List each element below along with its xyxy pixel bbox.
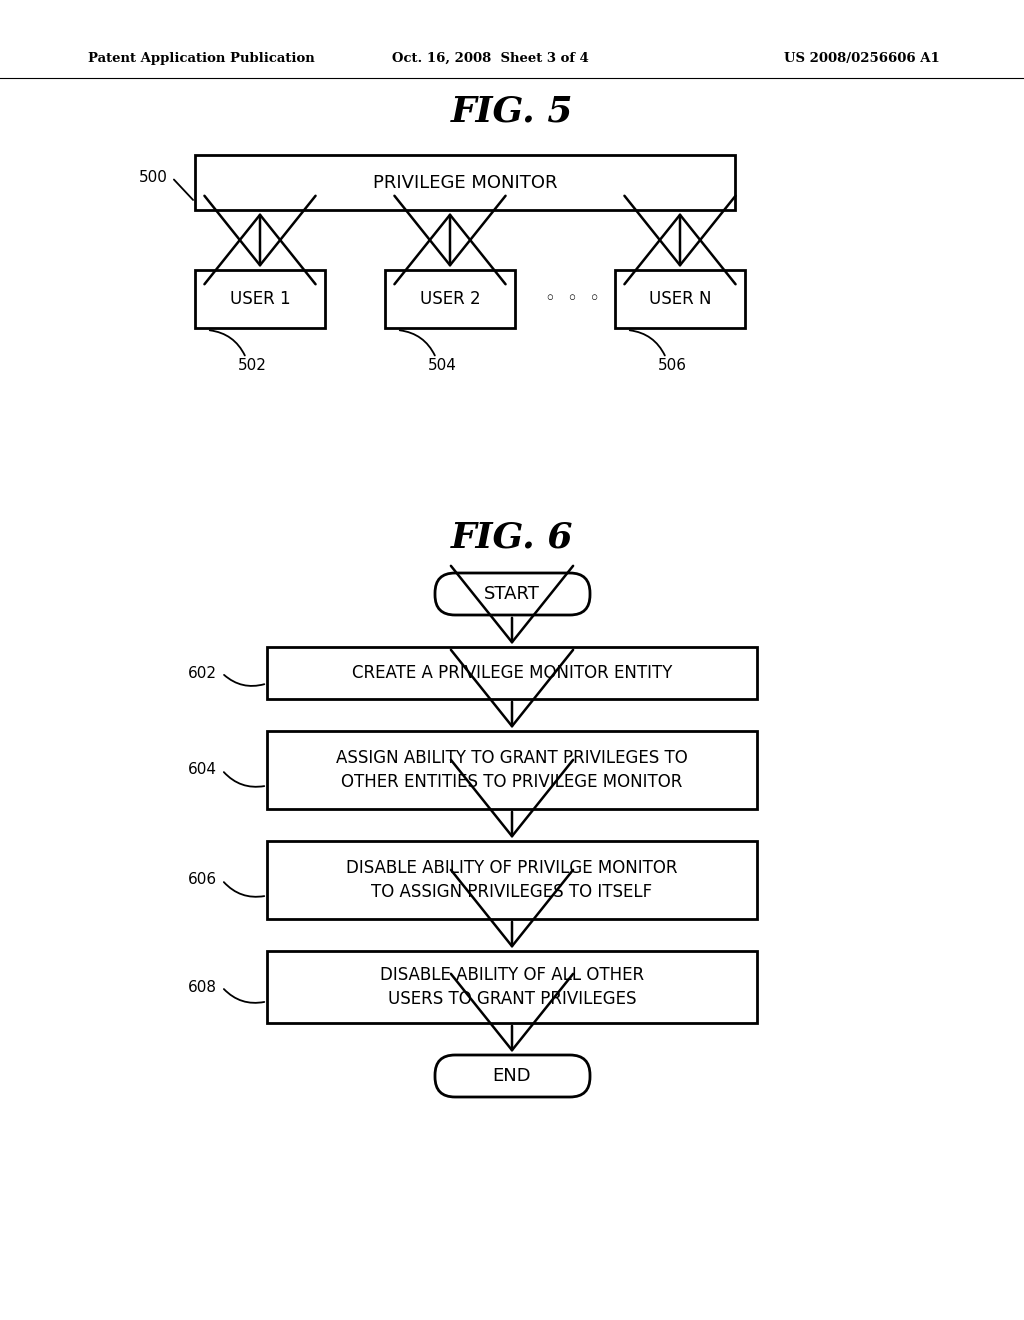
Text: USER N: USER N (649, 290, 712, 308)
Text: 608: 608 (188, 979, 217, 994)
Bar (267, 841, 757, 919)
Bar (195, 271, 325, 327)
Bar (195, 154, 735, 210)
Text: CREATE A PRIVILEGE MONITOR ENTITY: CREATE A PRIVILEGE MONITOR ENTITY (352, 664, 672, 682)
Text: END: END (493, 1067, 531, 1085)
Text: FIG. 5: FIG. 5 (451, 95, 573, 129)
FancyBboxPatch shape (435, 573, 590, 615)
Text: ◦  ◦  ◦: ◦ ◦ ◦ (545, 290, 599, 308)
Text: 606: 606 (187, 873, 217, 887)
Text: FIG. 6: FIG. 6 (451, 520, 573, 554)
Text: ASSIGN ABILITY TO GRANT PRIVILEGES TO
OTHER ENTITIES TO PRIVILEGE MONITOR: ASSIGN ABILITY TO GRANT PRIVILEGES TO OT… (336, 750, 688, 791)
Text: 604: 604 (188, 763, 217, 777)
Bar (385, 271, 515, 327)
Text: 506: 506 (657, 359, 686, 374)
Text: START: START (484, 585, 540, 603)
Text: USER 2: USER 2 (420, 290, 480, 308)
Bar (267, 647, 757, 700)
Bar (267, 950, 757, 1023)
Text: 500: 500 (139, 170, 168, 185)
Bar (615, 271, 745, 327)
Text: Patent Application Publication: Patent Application Publication (88, 51, 314, 65)
Text: PRIVILEGE MONITOR: PRIVILEGE MONITOR (373, 173, 557, 191)
Text: 502: 502 (238, 359, 266, 374)
Text: DISABLE ABILITY OF PRIVILGE MONITOR
TO ASSIGN PRIVILEGES TO ITSELF: DISABLE ABILITY OF PRIVILGE MONITOR TO A… (346, 859, 678, 900)
Text: 504: 504 (428, 359, 457, 374)
Text: US 2008/0256606 A1: US 2008/0256606 A1 (784, 51, 940, 65)
Text: USER 1: USER 1 (229, 290, 291, 308)
Text: 602: 602 (188, 665, 217, 681)
Bar (267, 731, 757, 809)
Text: DISABLE ABILITY OF ALL OTHER
USERS TO GRANT PRIVILEGES: DISABLE ABILITY OF ALL OTHER USERS TO GR… (380, 966, 644, 1007)
FancyBboxPatch shape (435, 1055, 590, 1097)
Text: Oct. 16, 2008  Sheet 3 of 4: Oct. 16, 2008 Sheet 3 of 4 (391, 51, 589, 65)
